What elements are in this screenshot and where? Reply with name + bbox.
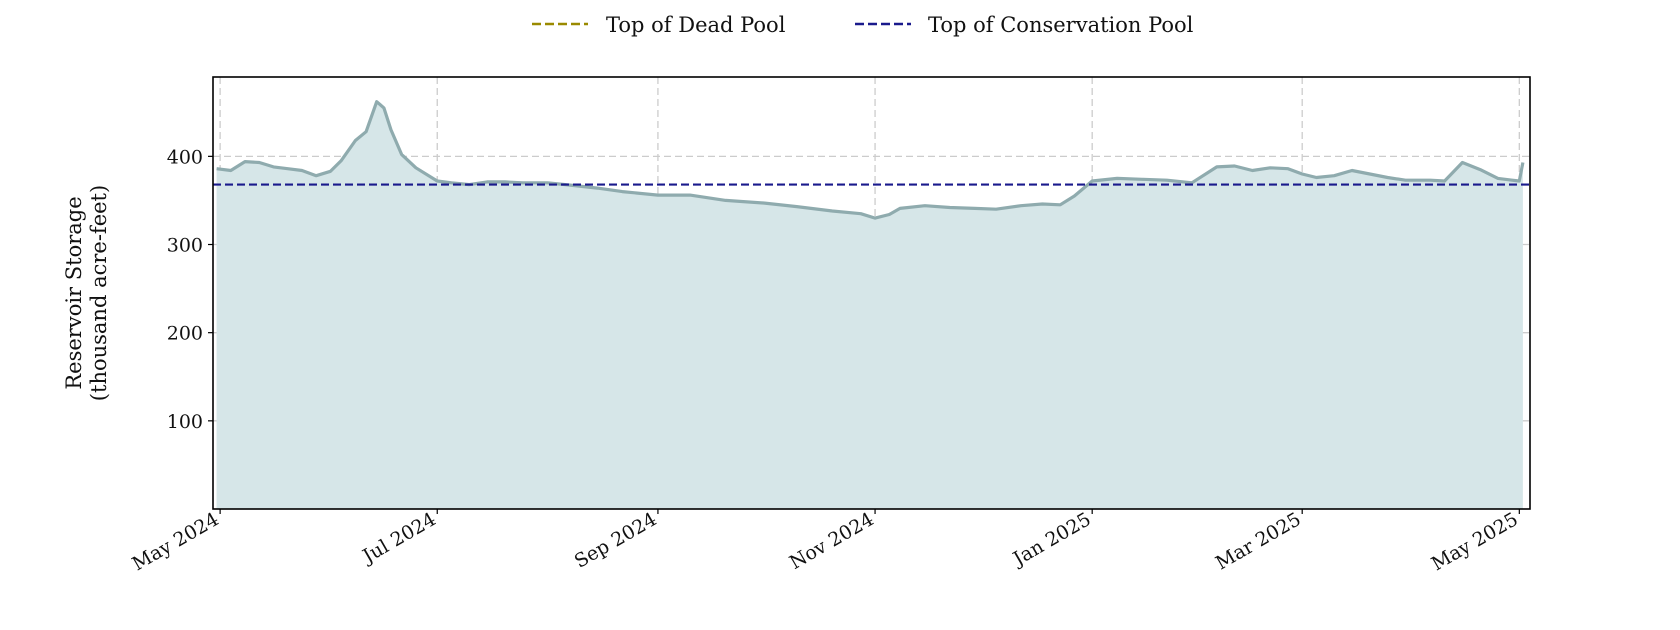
y-tick-label: 200 (167, 323, 203, 345)
legend-label: Top of Dead Pool (606, 13, 786, 37)
x-tick-label: Jul 2024 (357, 508, 439, 568)
storage-line (216, 100, 1525, 220)
x-tick-label: Mar 2025 (1212, 508, 1305, 574)
x-tick-label: May 2024 (129, 508, 223, 575)
y-tick-label: 300 (167, 235, 203, 257)
series-layer (216, 100, 1525, 509)
y-axis: 100 200 300 400 (167, 146, 213, 433)
x-axis: May 2024 Jul 2024 Sep 2024 Nov 2024 Jan 2025… (129, 508, 1522, 575)
x-tick-label: Sep 2024 (571, 508, 661, 572)
legend: Top of Dead Pool Top of Conservation Pool (532, 13, 1194, 37)
y-axis-title-line: (thousand acre-feet) (87, 185, 111, 401)
storage-area-fill (216, 101, 1523, 509)
x-tick-label: May 2025 (1428, 508, 1522, 575)
legend-label: Top of Conservation Pool (928, 13, 1194, 37)
x-tick-label: Jan 2025 (1008, 508, 1095, 571)
y-tick-label: 100 (167, 411, 203, 433)
x-tick-label: Nov 2024 (786, 508, 878, 574)
y-axis-title-line: Reservoir Storage (62, 196, 86, 389)
y-tick-label: 400 (167, 146, 203, 168)
y-axis-title: Reservoir Storage(thousand acre-feet) (62, 185, 111, 401)
plot-frame (212, 76, 1531, 510)
